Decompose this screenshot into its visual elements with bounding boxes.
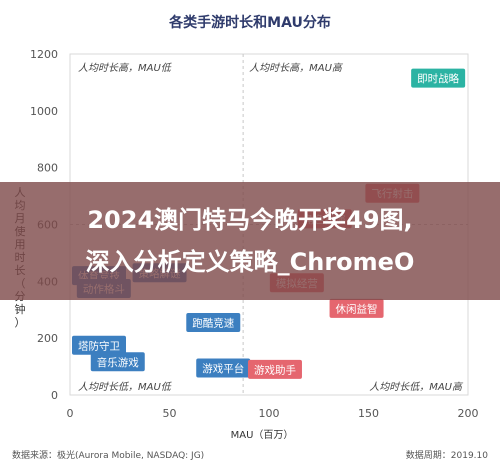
data-point: 休闲益智 xyxy=(329,298,384,318)
quadrant-note: 人均时长高，MAU低 xyxy=(78,62,173,74)
data-point: 音乐游戏 xyxy=(90,352,145,372)
banner-line-2: 深入分析定义策略_ChromeO xyxy=(85,248,415,276)
data-point-label: 游戏助手 xyxy=(254,363,296,376)
data-point: 跑酷竞速 xyxy=(186,313,241,333)
quadrant-note: 人均时长低，MAU低 xyxy=(78,381,173,393)
y-tick-label: 800 xyxy=(37,162,58,175)
data-point-label: 即时战略 xyxy=(417,72,459,85)
data-point-label: 音乐游戏 xyxy=(97,356,139,369)
data-point-box xyxy=(90,352,145,372)
data-point: 游戏助手 xyxy=(247,359,302,379)
data-point: 游戏平台 xyxy=(196,358,251,378)
banner-line-1: 2024澳门特马今晚开奖49图, xyxy=(87,206,413,234)
data-point-box xyxy=(329,298,384,318)
data-point-label: 游戏平台 xyxy=(202,362,244,375)
chart-title: 各类手游时长和MAU分布 xyxy=(168,14,331,31)
overlay-banner: 2024澳门特马今晚开奖49图, 深入分析定义策略_ChromeO xyxy=(0,182,500,300)
data-point: 即时战略 xyxy=(411,68,466,88)
data-period: 数据周期：2019.10 xyxy=(405,451,488,461)
quadrant-note: 人均时长高，MAU高 xyxy=(249,62,344,74)
x-tick-label: 150 xyxy=(358,407,379,420)
data-point-box xyxy=(196,358,251,378)
y-tick-label: 0 xyxy=(51,389,58,402)
data-point-label: 塔防守卫 xyxy=(78,339,120,352)
data-point-box xyxy=(247,359,302,379)
y-tick-label: 200 xyxy=(37,332,58,345)
data-point-box xyxy=(72,335,126,355)
data-point-label: 跑酷竞速 xyxy=(192,317,234,330)
x-tick-label: 100 xyxy=(259,407,280,420)
data-point: 塔防守卫 xyxy=(72,335,126,355)
quadrant-note: 人均时长低，MAU高 xyxy=(369,381,464,393)
data-point-box xyxy=(411,68,466,88)
data-point-box xyxy=(186,313,241,333)
data-point-label: 休闲益智 xyxy=(336,302,378,315)
y-tick-label: 1000 xyxy=(30,105,58,118)
x-axis-label: MAU（百万） xyxy=(231,429,294,441)
y-tick-label: 1200 xyxy=(30,48,58,61)
x-tick-label: 0 xyxy=(67,407,74,420)
x-tick-label: 50 xyxy=(163,407,177,420)
x-tick-label: 200 xyxy=(458,407,479,420)
data-source: 数据来源：极光(Aurora Mobile, NASDAQ: JG) xyxy=(12,451,205,461)
